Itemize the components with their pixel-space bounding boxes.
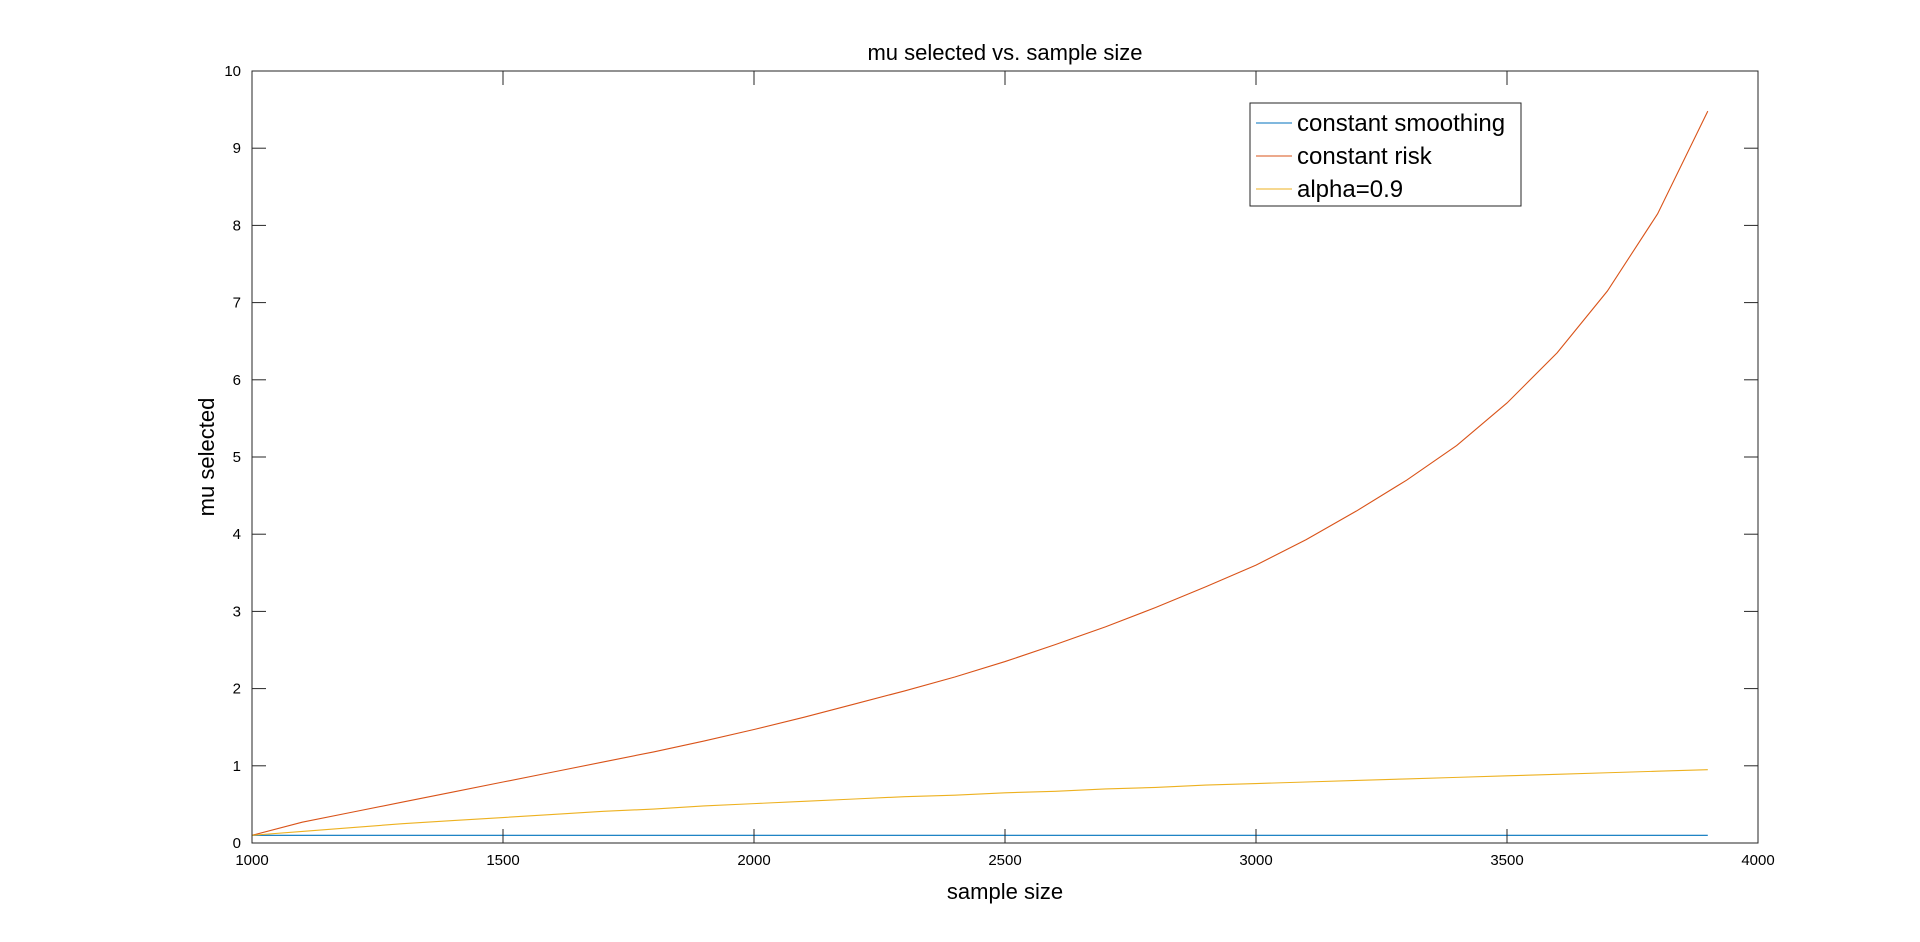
x-axis-label: sample size xyxy=(947,879,1063,904)
legend-label-2: constant risk xyxy=(1297,143,1433,170)
x-tick-label: 2500 xyxy=(988,852,1021,869)
legend-label-3: alpha=0.9 xyxy=(1297,176,1403,203)
y-tick-label: 1 xyxy=(233,758,241,775)
y-tick-label: 0 xyxy=(233,835,241,852)
y-tick-label: 6 xyxy=(233,372,241,389)
x-tick-label: 4000 xyxy=(1741,852,1774,869)
y-tick-label: 7 xyxy=(233,295,241,312)
y-tick-label: 10 xyxy=(224,63,241,80)
y-tick-label: 2 xyxy=(233,681,241,698)
chart-title: mu selected vs. sample size xyxy=(867,40,1142,65)
y-tick-label: 3 xyxy=(233,603,241,620)
y-axis-label: mu selected xyxy=(194,398,219,517)
y-tick-label: 9 xyxy=(233,140,241,157)
y-tick-label: 8 xyxy=(233,217,241,234)
legend-label-1: constant smoothing xyxy=(1297,110,1505,137)
y-tick-label: 4 xyxy=(233,526,241,543)
legend: constant smoothing constant risk alpha=0.9 xyxy=(1249,102,1522,207)
legend-box xyxy=(1249,102,1522,207)
series-line-2 xyxy=(251,110,1709,836)
ticks-layer: 1000 1500 2000 2500 3000 3500 4000 0 1 2 3 4 5 6 7 8 9 10 xyxy=(224,63,1774,869)
series-layer xyxy=(251,110,1709,836)
x-tick-label: 3500 xyxy=(1490,852,1523,869)
x-tick-label: 1500 xyxy=(486,852,519,869)
x-tick-label: 1000 xyxy=(235,852,268,869)
x-tick-label: 2000 xyxy=(737,852,770,869)
y-tick-label: 5 xyxy=(233,449,241,466)
series-line-3 xyxy=(251,769,1708,836)
plot-frame xyxy=(251,70,1759,844)
x-tick-label: 3000 xyxy=(1239,852,1272,869)
